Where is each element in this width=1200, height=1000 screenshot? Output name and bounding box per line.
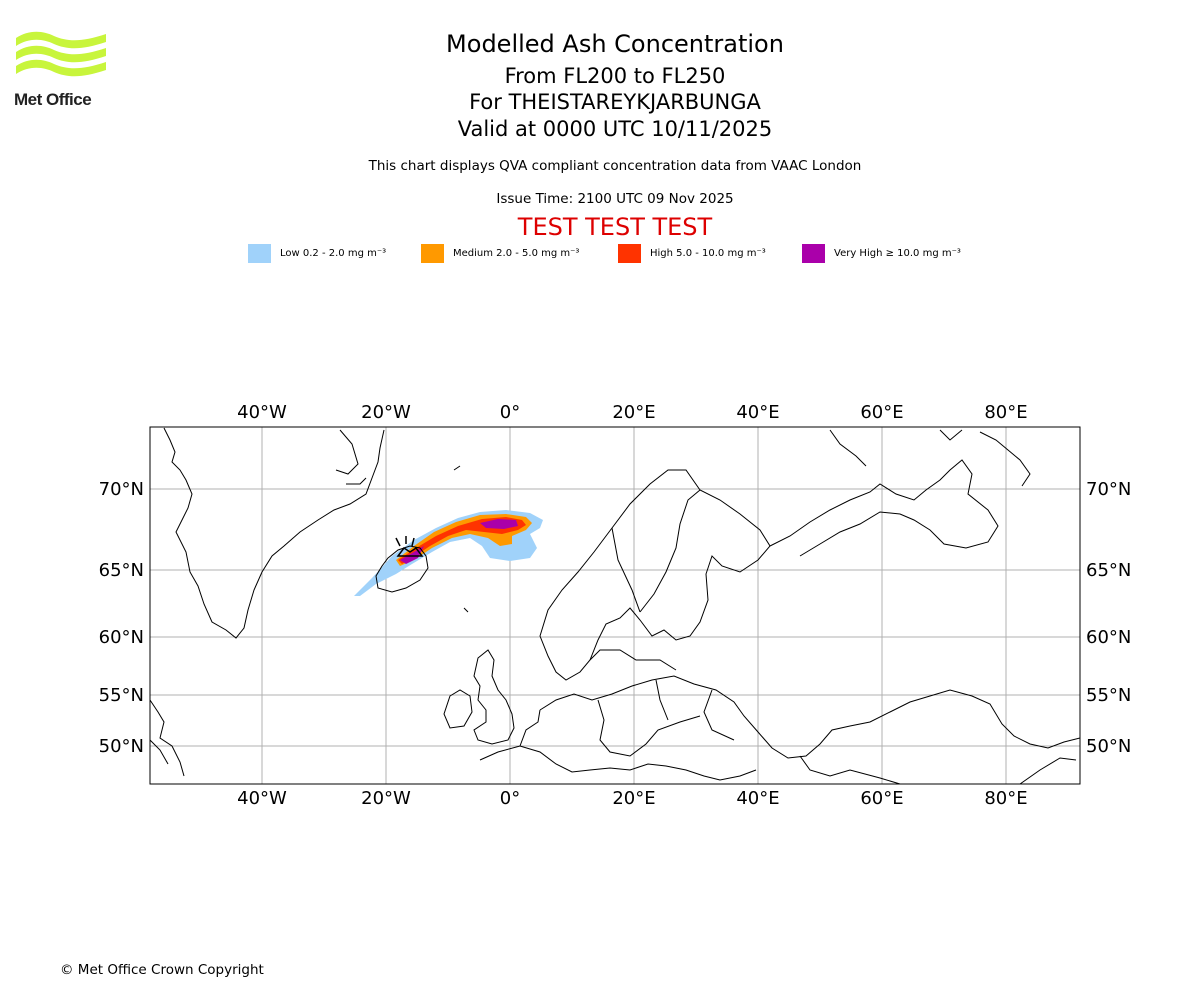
lat-ticks-right: 70°N 65°N 60°N 55°N 50°N [1086,479,1131,757]
met-office-logo: Met Office [14,30,108,110]
lat-ticks-left: 70°N 65°N 60°N 55°N 50°N [99,479,144,757]
lon-tick-bottom-6: 80°E [984,788,1027,809]
land-europe [539,675,1080,759]
lon-tick-top-3: 20°E [612,402,655,423]
legend-item-medium: Medium 2.0 - 5.0 mg m⁻³ [421,244,579,263]
legend-swatch-medium [421,244,444,263]
land-britain [473,649,515,745]
logo-text: Met Office [14,90,92,109]
land-scandinavia [539,469,771,681]
volcano-marker-icon [395,536,424,557]
lat-tick-left-3: 55°N [99,685,144,706]
land-ireland [443,689,473,729]
legend-item-high: High 5.0 - 10.0 mg m⁻³ [618,244,766,263]
lon-tick-bottom-1: 20°W [361,788,411,809]
ash-high [398,517,526,564]
lon-tick-bottom-0: 40°W [237,788,287,809]
lat-tick-left-4: 50°N [99,736,144,757]
level-range: From FL200 to FL250 [504,64,726,88]
lat-tick-right-0: 70°N [1086,479,1131,500]
legend-item-very-high: Very High ≥ 10.0 mg m⁻³ [802,244,961,263]
legend-label-low: Low 0.2 - 2.0 mg m⁻³ [280,248,387,259]
land-iceland [375,545,429,593]
lat-tick-right-2: 60°N [1086,627,1131,648]
map-gridlines [150,427,1080,784]
lon-tick-bottom-5: 60°E [860,788,903,809]
lon-tick-top-2: 0° [500,402,520,423]
lon-tick-top-6: 80°E [984,402,1027,423]
met-office-wave-icon [16,31,106,77]
ash-very-high [400,519,518,564]
lat-tick-left-2: 60°N [99,627,144,648]
copyright: © Met Office Crown Copyright [60,962,264,978]
ash-plume [354,510,543,596]
issue-time: Issue Time: 2100 UTC 09 Nov 2025 [496,191,734,207]
legend-label-high: High 5.0 - 10.0 mg m⁻³ [650,248,766,259]
lon-tick-bottom-4: 40°E [736,788,779,809]
land-greenland [163,427,385,639]
test-banner: TEST TEST TEST [517,213,713,241]
lon-tick-bottom-3: 20°E [612,788,655,809]
lon-tick-bottom-2: 0° [500,788,520,809]
lat-tick-right-1: 65°N [1086,560,1131,581]
legend-swatch-very-high [802,244,825,263]
lon-tick-top-0: 40°W [237,402,287,423]
legend-swatch-low [248,244,271,263]
valid-time: Valid at 0000 UTC 10/11/2025 [457,117,773,141]
legend-item-low: Low 0.2 - 2.0 mg m⁻³ [248,244,386,263]
lat-tick-right-3: 55°N [1086,685,1131,706]
lon-ticks-bottom: 40°W 20°W 0° 20°E 40°E 60°E 80°E [237,788,1027,809]
chart-title: Modelled Ash Concentration [446,30,784,58]
legend-label-medium: Medium 2.0 - 5.0 mg m⁻³ [453,248,580,259]
legend-label-very-high: Very High ≥ 10.0 mg m⁻³ [834,248,961,259]
lat-tick-left-0: 70°N [99,479,144,500]
coastlines [150,427,1080,784]
lon-tick-top-5: 60°E [860,402,903,423]
description: This chart displays QVA compliant concen… [368,158,862,174]
lon-tick-top-4: 40°E [736,402,779,423]
volcano-name: For THEISTAREYKJARBUNGA [469,90,761,114]
map-frame [149,426,1081,785]
legend-swatch-high [618,244,641,263]
lon-ticks-top: 40°W 20°W 0° 20°E 40°E 60°E 80°E [237,402,1027,423]
lon-tick-top-1: 20°W [361,402,411,423]
lat-tick-left-1: 65°N [99,560,144,581]
ash-map: 40°W 20°W 0° 20°E 40°E 60°E 80°E 40°W 20… [99,402,1132,809]
lat-tick-right-4: 50°N [1086,736,1131,757]
